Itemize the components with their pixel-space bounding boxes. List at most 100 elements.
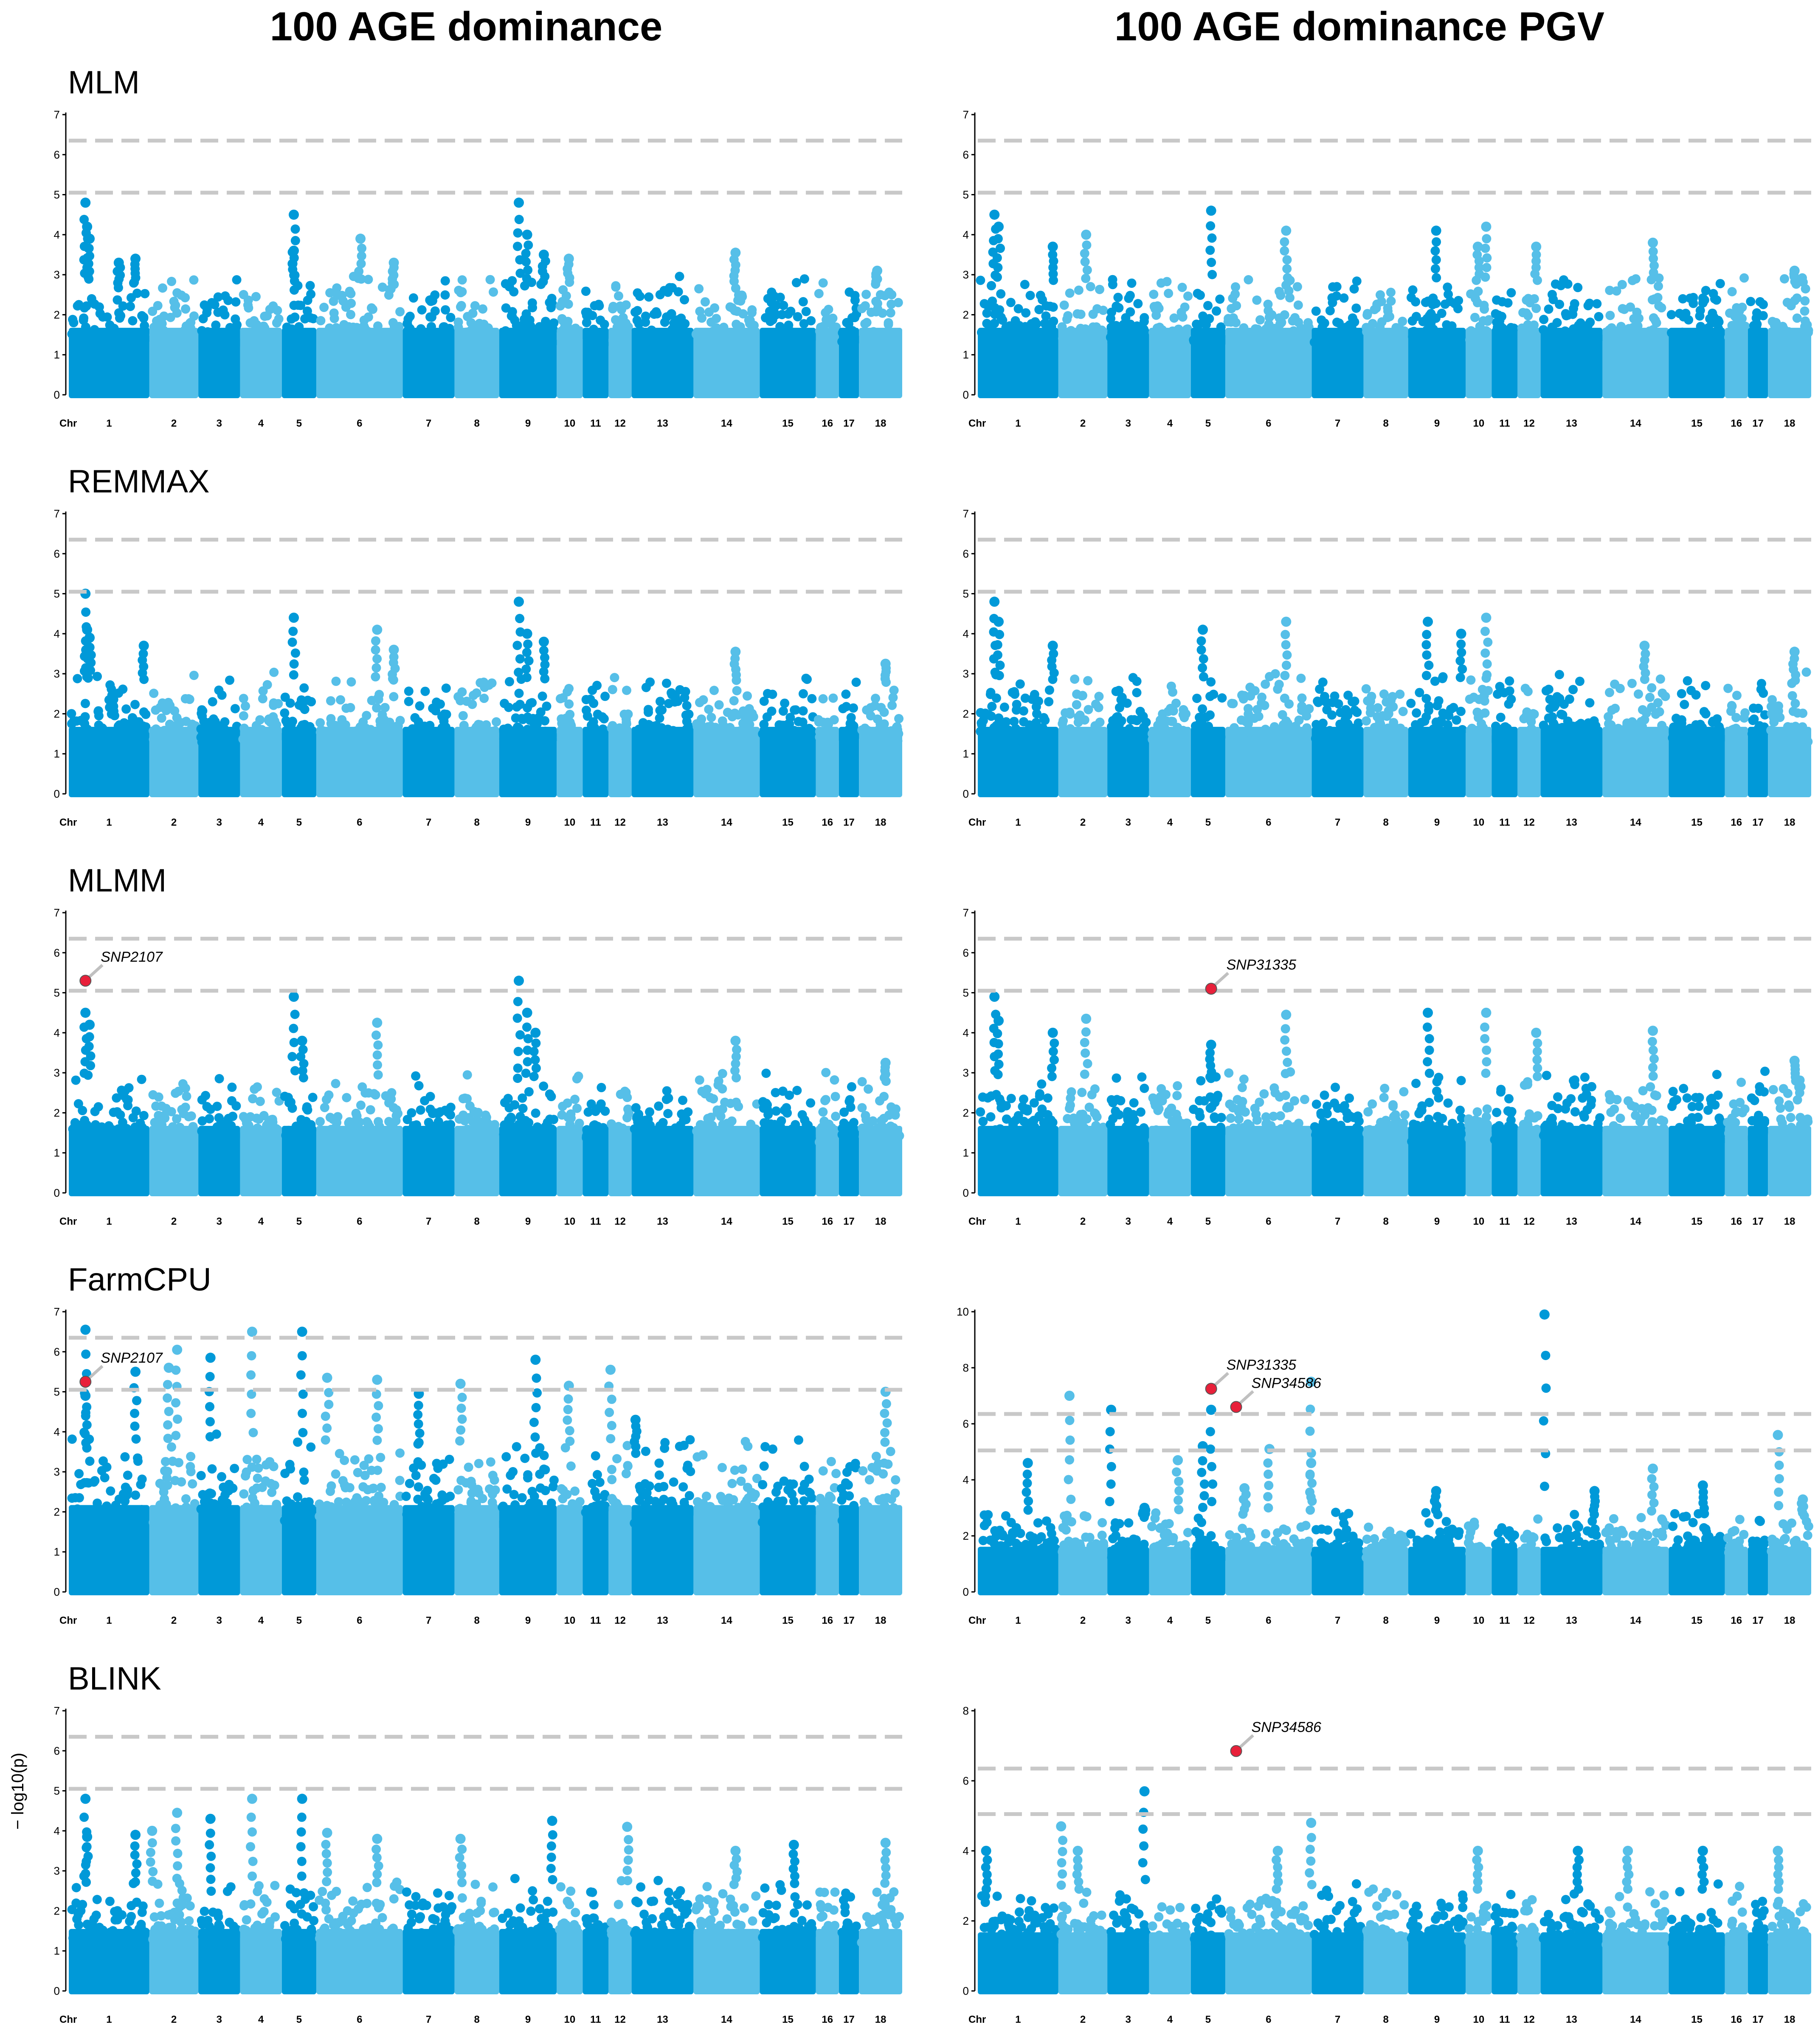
peak-point [538,250,549,260]
snp-point [1520,683,1530,693]
snp-point [434,1108,444,1118]
chr-label: 18 [1784,1216,1795,1227]
snp-point [1388,1102,1398,1111]
snp-point [1579,1112,1589,1122]
snp-point [489,287,498,297]
peak-stem-point [993,234,1003,244]
snp-point [413,728,422,737]
peak-point [130,253,141,264]
snp-point [1339,293,1349,303]
snp-point [1674,309,1684,318]
snp-point [1189,335,1199,345]
chr-dense-band [760,1126,816,1196]
chr-dense-band [402,1126,455,1196]
snp-point [1280,693,1289,703]
snp-point [407,1108,417,1118]
snp-point [1798,709,1808,718]
snp-point [1523,1077,1532,1087]
chr-label: 11 [590,1615,601,1626]
chr-label: 12 [1523,1216,1535,1227]
peak-stem-point [373,1040,383,1050]
snp-point [772,336,782,346]
snp-point [187,720,197,729]
snp-point [595,1477,605,1487]
snp-point [163,1480,172,1490]
snp-point [1183,291,1193,301]
snp-point [202,1515,211,1525]
y-tick-label: 6 [963,148,969,161]
snp-point [1076,323,1086,333]
snp-point [1037,1104,1047,1114]
peak-stem-point [288,627,298,636]
snp-point [1419,1121,1429,1130]
snp-point [614,1122,623,1131]
snp-point [1803,1114,1812,1124]
snp-point [330,721,340,731]
snp-point [1411,312,1421,321]
snp-point [1311,1099,1321,1109]
snp-point [1172,1091,1182,1100]
peak-stem-point [1648,1071,1658,1081]
snp-point [513,1074,523,1083]
snp-point [743,691,752,701]
snp-point [322,338,332,348]
snp-point [183,334,192,343]
peak-stem-point [371,672,380,682]
chr-label: 3 [1126,817,1131,828]
snp-point [607,723,616,733]
snp-point [1350,696,1359,706]
snp-point [1715,279,1725,289]
chr-label: 17 [843,1615,855,1626]
snp-point [695,697,704,707]
snp-point [1391,323,1401,332]
snp-point [798,706,808,716]
snp-point [346,677,356,687]
snp-point [558,1102,568,1111]
peak-point [514,197,524,208]
snp-point [1781,729,1791,739]
snp-point [1118,734,1128,743]
snp-point [1420,731,1430,741]
points-group [976,667,1813,797]
snp-point [155,1127,165,1137]
snp-point [251,292,261,301]
snp-point [592,1470,602,1479]
snp-point [480,683,490,692]
snp-point [644,707,653,717]
snp-point [1630,1102,1640,1112]
snp-point [1075,710,1085,720]
snp-point [799,274,809,284]
snp-point [1668,1087,1678,1097]
snp-point [583,1107,593,1117]
snp-point [82,724,92,734]
snp-point [446,1110,456,1120]
chr-label: 15 [1691,1216,1703,1227]
snp-point [624,1108,634,1118]
peak-stem-point [289,1023,298,1033]
chr-label: 2 [1080,418,1086,429]
snp-point [1441,732,1451,742]
chr-dense-band [631,328,694,398]
snp-point [767,706,777,716]
snp-point [695,1075,704,1085]
peak-stem-point [522,672,532,682]
snp-point [94,1519,104,1529]
peak-point [372,1018,383,1028]
peak-stem-point [296,1052,306,1062]
snp-point [847,1082,856,1092]
snp-point [996,289,1006,299]
snp-point [1788,706,1798,716]
snp-point [1386,1135,1396,1145]
y-tick-label: 4 [963,1026,969,1039]
snp-point [1006,298,1016,307]
snp-point [645,677,655,687]
snp-point [166,1107,176,1116]
snp-point [1779,274,1789,284]
snp-point [1039,713,1049,723]
snp-point [1113,712,1123,722]
chr-label: 2 [171,418,177,429]
snp-point [273,699,283,709]
snp-point [1112,1095,1122,1105]
snp-point [1701,286,1711,295]
peak-stem-point [85,642,95,652]
